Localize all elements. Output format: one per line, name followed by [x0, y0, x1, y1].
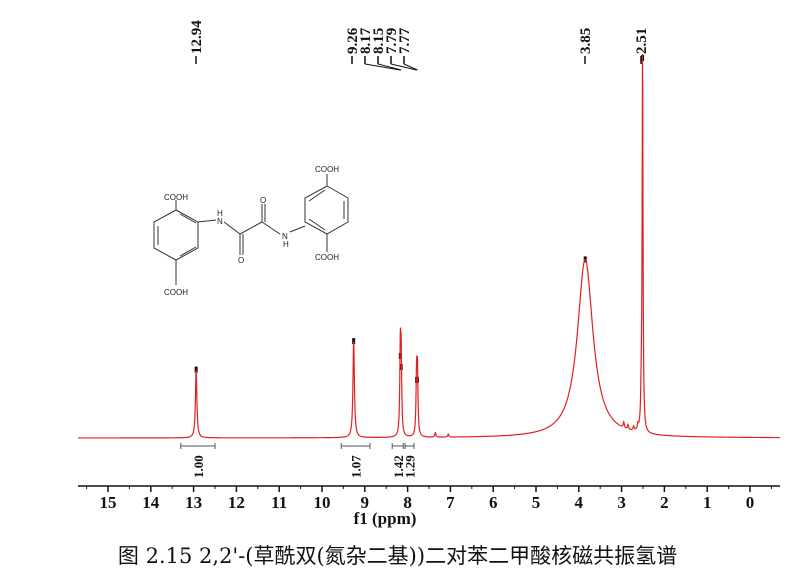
integral-value: 1.42 [391, 455, 406, 478]
peak-label-connector [364, 63, 401, 71]
peak-label: 8.17 [358, 27, 374, 54]
tick-label: 10 [314, 493, 331, 512]
nitrogen-label: N [282, 232, 288, 241]
figure-caption: 图 2.15 2,2'-(草酰双(氮杂二基))二对苯二甲酸核磁共振氢谱 [117, 544, 678, 568]
cooh-label: COOH [315, 165, 339, 174]
peak-marker [352, 338, 356, 345]
tick-label: 8 [403, 493, 412, 512]
peak-label: 7.77 [397, 27, 413, 54]
molecule-structure: COOH COOH COOH COOH N H N H O O [153, 165, 349, 297]
peak-label-connector [390, 63, 417, 71]
cooh-label: COOH [164, 288, 188, 297]
tick-label: 2 [660, 493, 669, 512]
peak-label: 7.79 [384, 28, 400, 54]
peak-label: 2.51 [634, 28, 650, 54]
oxygen-label: O [260, 196, 266, 205]
tick-label: 13 [185, 493, 202, 512]
peak-label: 12.94 [189, 20, 205, 54]
nitrogen-label: N [217, 217, 223, 226]
tick-label: 0 [746, 493, 755, 512]
cooh-label: COOH [164, 193, 188, 202]
peak-label-connector [403, 63, 418, 71]
peak-label: 3.85 [578, 28, 594, 54]
peak-label-connector [377, 63, 402, 71]
peak-labels: 12.94 9.268.178.157.797.77 3.85 2.51 [189, 20, 650, 383]
spectrum-line [78, 53, 781, 439]
peak-marker [194, 366, 198, 373]
hydrogen-label: H [283, 240, 289, 249]
integrals: 1.00 1.07 1.421.29 [180, 443, 418, 478]
integral-value: 1.07 [349, 455, 364, 478]
tick-label: 15 [100, 493, 117, 512]
hydrogen-label: H [217, 209, 223, 218]
tick-label: 7 [446, 493, 455, 512]
tick-label: 9 [361, 493, 370, 512]
tick-label: 11 [271, 493, 287, 512]
cooh-label: COOH [315, 253, 339, 262]
integral-value: 1.29 [403, 455, 418, 478]
x-axis-label: f1 (ppm) [354, 509, 417, 528]
tick-label: 6 [489, 493, 498, 512]
tick-label: 14 [142, 493, 160, 512]
oxygen-label: O [238, 256, 244, 265]
tick-label: 3 [617, 493, 626, 512]
tick-label: 4 [575, 493, 584, 512]
peak-label: 8.15 [371, 28, 387, 54]
tick-label: 12 [228, 493, 245, 512]
tick-label: 5 [532, 493, 541, 512]
x-ticks: 15 14 13 12 11 10 9 8 7 6 5 4 3 2 1 0 [86, 486, 772, 512]
tick-label: 1 [703, 493, 712, 512]
integral-value: 1.00 [191, 455, 206, 478]
peak-label: 9.26 [345, 27, 361, 54]
